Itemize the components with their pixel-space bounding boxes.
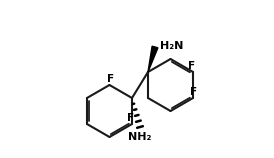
Text: NH₂: NH₂ <box>128 132 152 142</box>
Text: H₂N: H₂N <box>160 41 183 51</box>
Text: F: F <box>189 61 196 71</box>
Text: F: F <box>107 74 114 84</box>
Polygon shape <box>148 46 158 72</box>
Text: F: F <box>127 113 135 123</box>
Text: F: F <box>190 87 198 97</box>
